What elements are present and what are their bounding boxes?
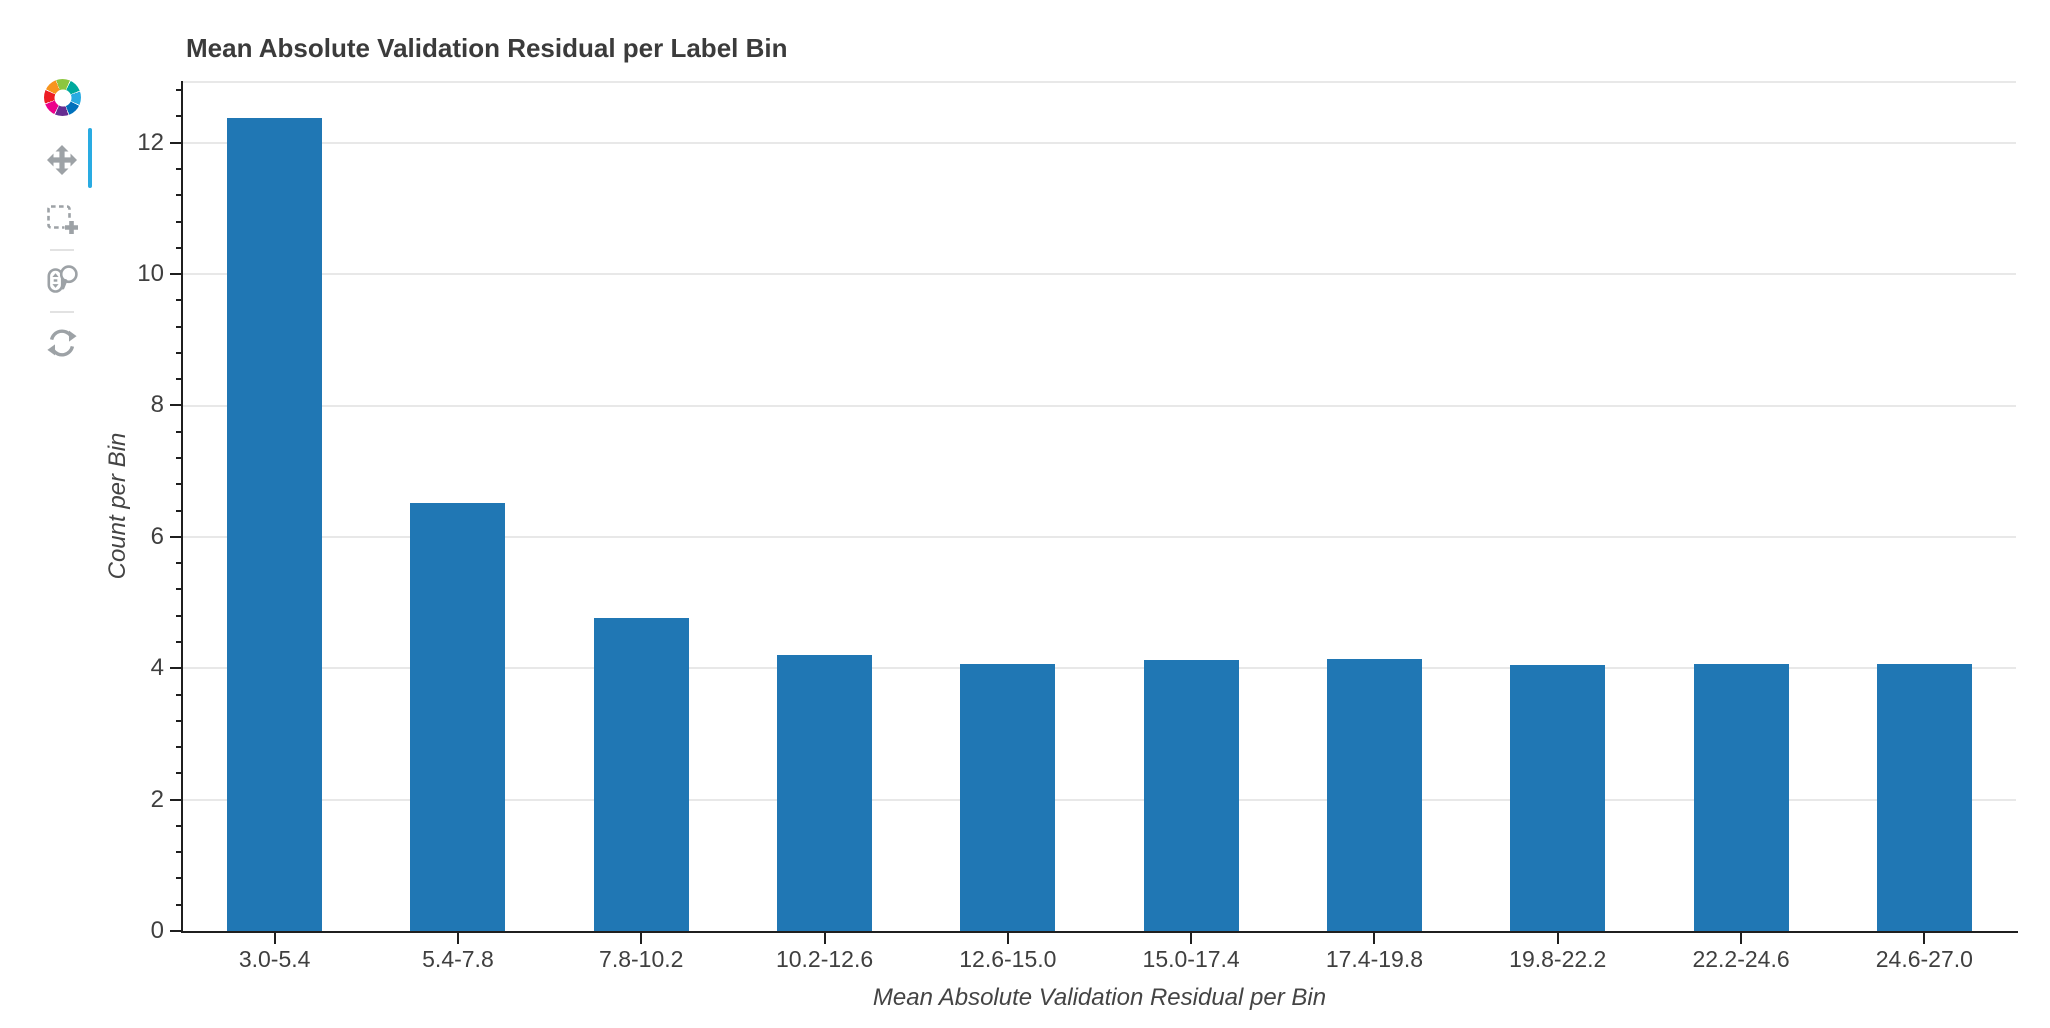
x-tick (640, 931, 643, 944)
bar (1144, 660, 1239, 931)
bar (1327, 659, 1422, 931)
y-minor-tick (176, 772, 181, 775)
y-minor-tick (176, 877, 181, 880)
y-minor-tick (176, 115, 181, 118)
y-axis-line (181, 81, 183, 933)
gridline (183, 404, 2016, 407)
y-minor-tick (176, 483, 181, 486)
y-major-tick (170, 141, 181, 144)
x-tick-label: 24.6-27.0 (1875, 946, 1973, 972)
x-tick-label: 12.6-15.0 (959, 946, 1057, 972)
y-tick-label: 8 (150, 391, 164, 419)
bokeh-toolbar (0, 0, 100, 400)
gridline (183, 667, 2016, 670)
bar (410, 503, 505, 931)
gridline (183, 273, 2016, 276)
y-minor-tick (176, 168, 181, 171)
pan-tool-button[interactable] (45, 143, 79, 177)
bar (1694, 664, 1789, 931)
y-minor-tick (176, 588, 181, 591)
y-minor-tick (176, 693, 181, 696)
y-minor-tick (176, 220, 181, 223)
x-tick-label: 19.8-22.2 (1509, 946, 1607, 972)
y-minor-tick (176, 457, 181, 460)
y-minor-tick (176, 614, 181, 617)
y-tick-label: 4 (150, 654, 164, 682)
y-minor-tick (176, 719, 181, 722)
chart-title: Mean Absolute Validation Residual per La… (186, 33, 788, 63)
x-tick (1373, 931, 1376, 944)
x-tick (1740, 931, 1743, 944)
y-minor-tick (176, 430, 181, 433)
y-minor-tick (176, 299, 181, 302)
y-minor-tick (176, 194, 181, 197)
bokeh-logo[interactable] (44, 79, 81, 116)
x-tick-label: 5.4-7.8 (422, 946, 494, 972)
wheel-zoom-icon (47, 265, 78, 293)
y-major-tick (170, 273, 181, 276)
y-major-tick (170, 667, 181, 670)
y-minor-tick (176, 746, 181, 749)
reset-icon (47, 329, 77, 357)
y-major-tick (170, 798, 181, 801)
bar (594, 618, 689, 931)
y-tick-label: 2 (150, 785, 164, 813)
y-minor-tick (176, 509, 181, 512)
x-tick-label: 22.2-24.6 (1692, 946, 1790, 972)
active-tool-indicator (88, 128, 92, 188)
bar (227, 118, 322, 931)
gridline (183, 798, 2016, 801)
box-zoom-tool-button[interactable] (45, 201, 79, 235)
bar (960, 664, 1055, 931)
y-tick-label: 0 (150, 917, 164, 944)
plot-canvas[interactable] (183, 81, 2016, 931)
y-tick-label: 12 (137, 128, 164, 156)
pan-icon (47, 145, 77, 175)
bar (1510, 665, 1605, 931)
x-tick-label: 3.0-5.4 (238, 946, 311, 972)
bar (777, 655, 872, 931)
y-axis-title: Count per Bin (104, 432, 131, 580)
y-minor-tick (176, 325, 181, 328)
x-tick (1190, 931, 1193, 944)
y-tick-label: 10 (137, 260, 164, 288)
x-tick (1556, 931, 1559, 944)
y-tick-label: 6 (150, 522, 164, 550)
x-tick-label: 17.4-19.8 (1325, 946, 1424, 972)
y-minor-tick (176, 378, 181, 381)
gridline (183, 141, 2016, 144)
y-major-tick (170, 404, 181, 407)
box-zoom-icon (47, 205, 78, 234)
wheel-zoom-tool-button[interactable] (45, 261, 79, 295)
y-minor-tick (176, 903, 181, 906)
y-minor-tick (176, 246, 181, 249)
x-tick-label: 15.0-17.4 (1142, 946, 1240, 972)
y-minor-tick (176, 562, 181, 565)
bar (1877, 664, 1972, 931)
y-minor-tick (176, 824, 181, 827)
x-tick (1923, 931, 1926, 944)
x-axis-line (181, 931, 2018, 933)
bokeh-logo-hole (54, 89, 71, 106)
y-minor-tick (176, 640, 181, 643)
x-tick (823, 931, 826, 944)
toolbar-divider (50, 249, 74, 251)
y-major-tick (170, 535, 181, 538)
y-minor-tick (176, 851, 181, 854)
x-tick-label: 7.8-10.2 (599, 946, 684, 972)
y-minor-tick (176, 351, 181, 354)
x-tick (273, 931, 276, 944)
gridline (183, 535, 2016, 538)
x-tick (1006, 931, 1009, 944)
x-tick (456, 931, 459, 944)
y-minor-tick (176, 89, 181, 92)
x-tick-label: 10.2-12.6 (775, 946, 874, 972)
reset-tool-button[interactable] (45, 325, 79, 359)
toolbar-divider (50, 311, 74, 313)
x-axis-title: Mean Absolute Validation Residual per Bi… (872, 984, 1327, 1011)
y-major-tick (170, 930, 181, 932)
